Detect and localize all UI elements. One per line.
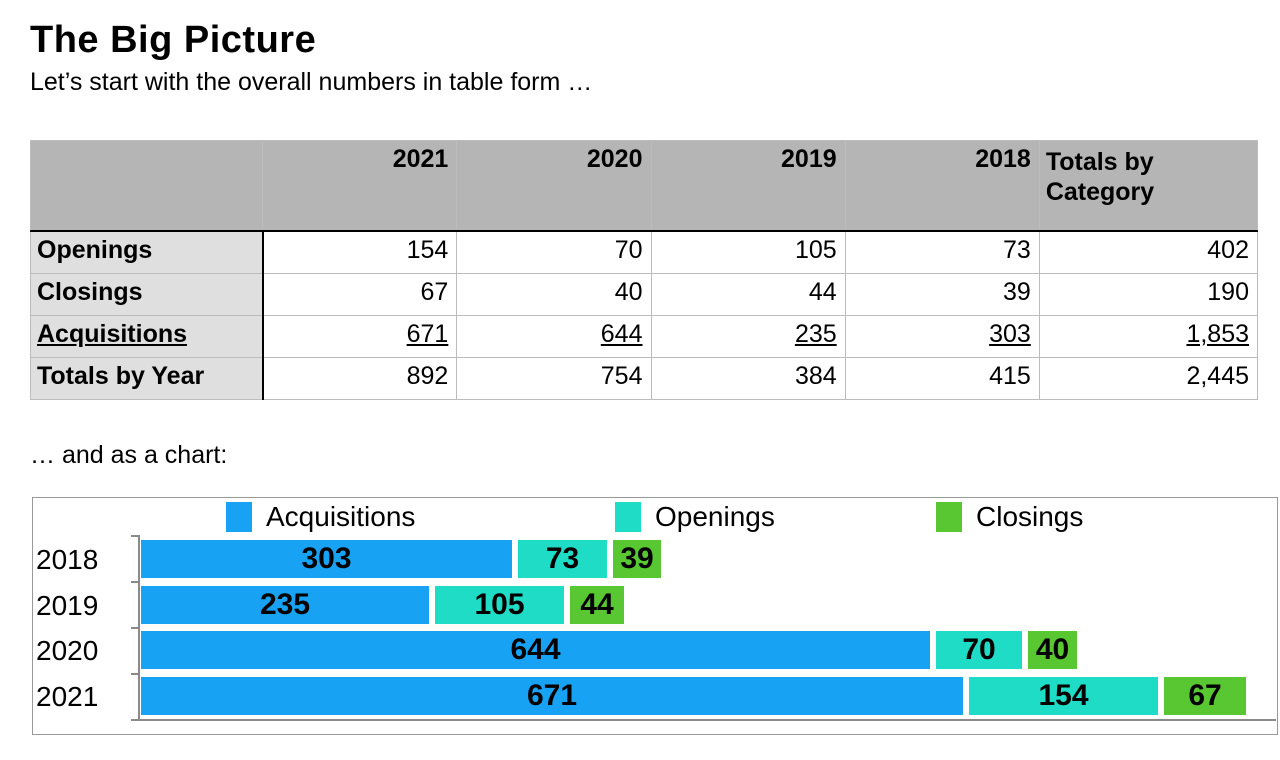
cell-value: 2,445 — [1038, 356, 1259, 400]
axis-tick — [131, 626, 140, 629]
legend-item-openings: Openings — [615, 501, 775, 533]
table-row-openings: Openings 154 70 105 73 402 — [29, 230, 1259, 274]
cell-value: 105 — [650, 230, 846, 274]
bar-segment-acquisitions: 235 — [141, 585, 429, 624]
cell-value: 235 — [650, 314, 846, 358]
table-row-totals-by-year: Totals by Year 892 754 384 415 2,445 — [29, 356, 1259, 400]
bar-segment-closings: 39 — [613, 539, 661, 578]
category-label: 2020 — [36, 634, 99, 666]
cell-value: 190 — [1038, 272, 1259, 316]
cell-value: 44 — [650, 272, 846, 316]
stacked-bar-chart: Acquisitions Openings Closings 2018 303 73… — [32, 496, 1278, 735]
bar-row: 644 70 40 — [141, 630, 1077, 669]
cell-value: 154 — [262, 230, 458, 274]
openings-swatch-icon — [615, 501, 641, 532]
category-label: 2018 — [36, 543, 99, 575]
bar-segment-openings: 73 — [518, 539, 607, 578]
axis-tick — [131, 672, 140, 675]
bar-segment-closings: 44 — [570, 585, 624, 624]
row-label: Acquisitions — [29, 314, 264, 358]
category-label: 2021 — [36, 680, 99, 712]
page-subtitle: Let’s start with the overall numbers in … — [30, 68, 593, 96]
axis-tick — [131, 534, 140, 537]
table-header-2021: 2021 — [262, 140, 458, 232]
table-header-row: 2021 2020 2019 2018 Totals by Category — [29, 140, 1259, 232]
page-title: The Big Picture — [30, 19, 317, 61]
table-header-totals-by-category: Totals by Category — [1038, 140, 1259, 232]
cell-value: 671 — [262, 314, 458, 358]
bar-row: 303 73 39 — [141, 539, 661, 578]
cell-value: 303 — [844, 314, 1040, 358]
bar-segment-openings: 105 — [435, 585, 564, 624]
cell-value: 39 — [844, 272, 1040, 316]
cell-value: 754 — [456, 356, 652, 400]
axis-tick — [131, 580, 140, 583]
row-label: Closings — [29, 272, 264, 316]
cell-value: 384 — [650, 356, 846, 400]
chart-intro-text: … and as a chart: — [30, 440, 228, 469]
cell-value: 73 — [844, 230, 1040, 274]
table-row-acquisitions: Acquisitions 671 644 235 303 1,853 — [29, 314, 1259, 358]
legend-label: Acquisitions — [266, 500, 416, 532]
table-header-blank — [29, 140, 264, 232]
axis-tick — [131, 718, 140, 721]
bar-segment-closings: 67 — [1164, 676, 1246, 715]
page: The Big Picture Let’s start with the ove… — [29, 19, 1278, 735]
cell-value: 67 — [262, 272, 458, 316]
acquisitions-swatch-icon — [226, 501, 252, 532]
bar-segment-closings: 40 — [1028, 630, 1077, 669]
x-axis-line — [131, 718, 1276, 721]
bar-row: 235 105 44 — [141, 585, 624, 624]
table-header-2020: 2020 — [456, 140, 652, 232]
bar-segment-acquisitions: 303 — [141, 539, 512, 578]
row-label: Totals by Year — [29, 356, 264, 400]
table-header-2019: 2019 — [650, 140, 846, 232]
summary-table: 2021 2020 2019 2018 Totals by Category O… — [29, 140, 1259, 400]
bar-segment-acquisitions: 671 — [141, 676, 963, 715]
table-row-closings: Closings 67 40 44 39 190 — [29, 272, 1259, 316]
cell-value: 402 — [1038, 230, 1259, 274]
cell-value: 644 — [456, 314, 652, 358]
legend-item-closings: Closings — [936, 501, 1083, 533]
bar-segment-acquisitions: 644 — [141, 630, 930, 669]
table-header-2018: 2018 — [844, 140, 1040, 232]
legend-label: Closings — [976, 500, 1084, 532]
bar-row: 671 154 67 — [141, 676, 1246, 715]
bar-segment-openings: 70 — [936, 630, 1022, 669]
legend-label: Openings — [655, 500, 775, 532]
cell-value: 1,853 — [1038, 314, 1259, 358]
legend-item-acquisitions: Acquisitions — [226, 501, 415, 533]
category-label: 2019 — [36, 589, 99, 621]
cell-value: 70 — [456, 230, 652, 274]
cell-value: 415 — [844, 356, 1040, 400]
cell-value: 40 — [456, 272, 652, 316]
row-label: Openings — [29, 230, 264, 274]
bar-segment-openings: 154 — [969, 676, 1158, 715]
closings-swatch-icon — [936, 501, 962, 532]
cell-value: 892 — [262, 356, 458, 400]
